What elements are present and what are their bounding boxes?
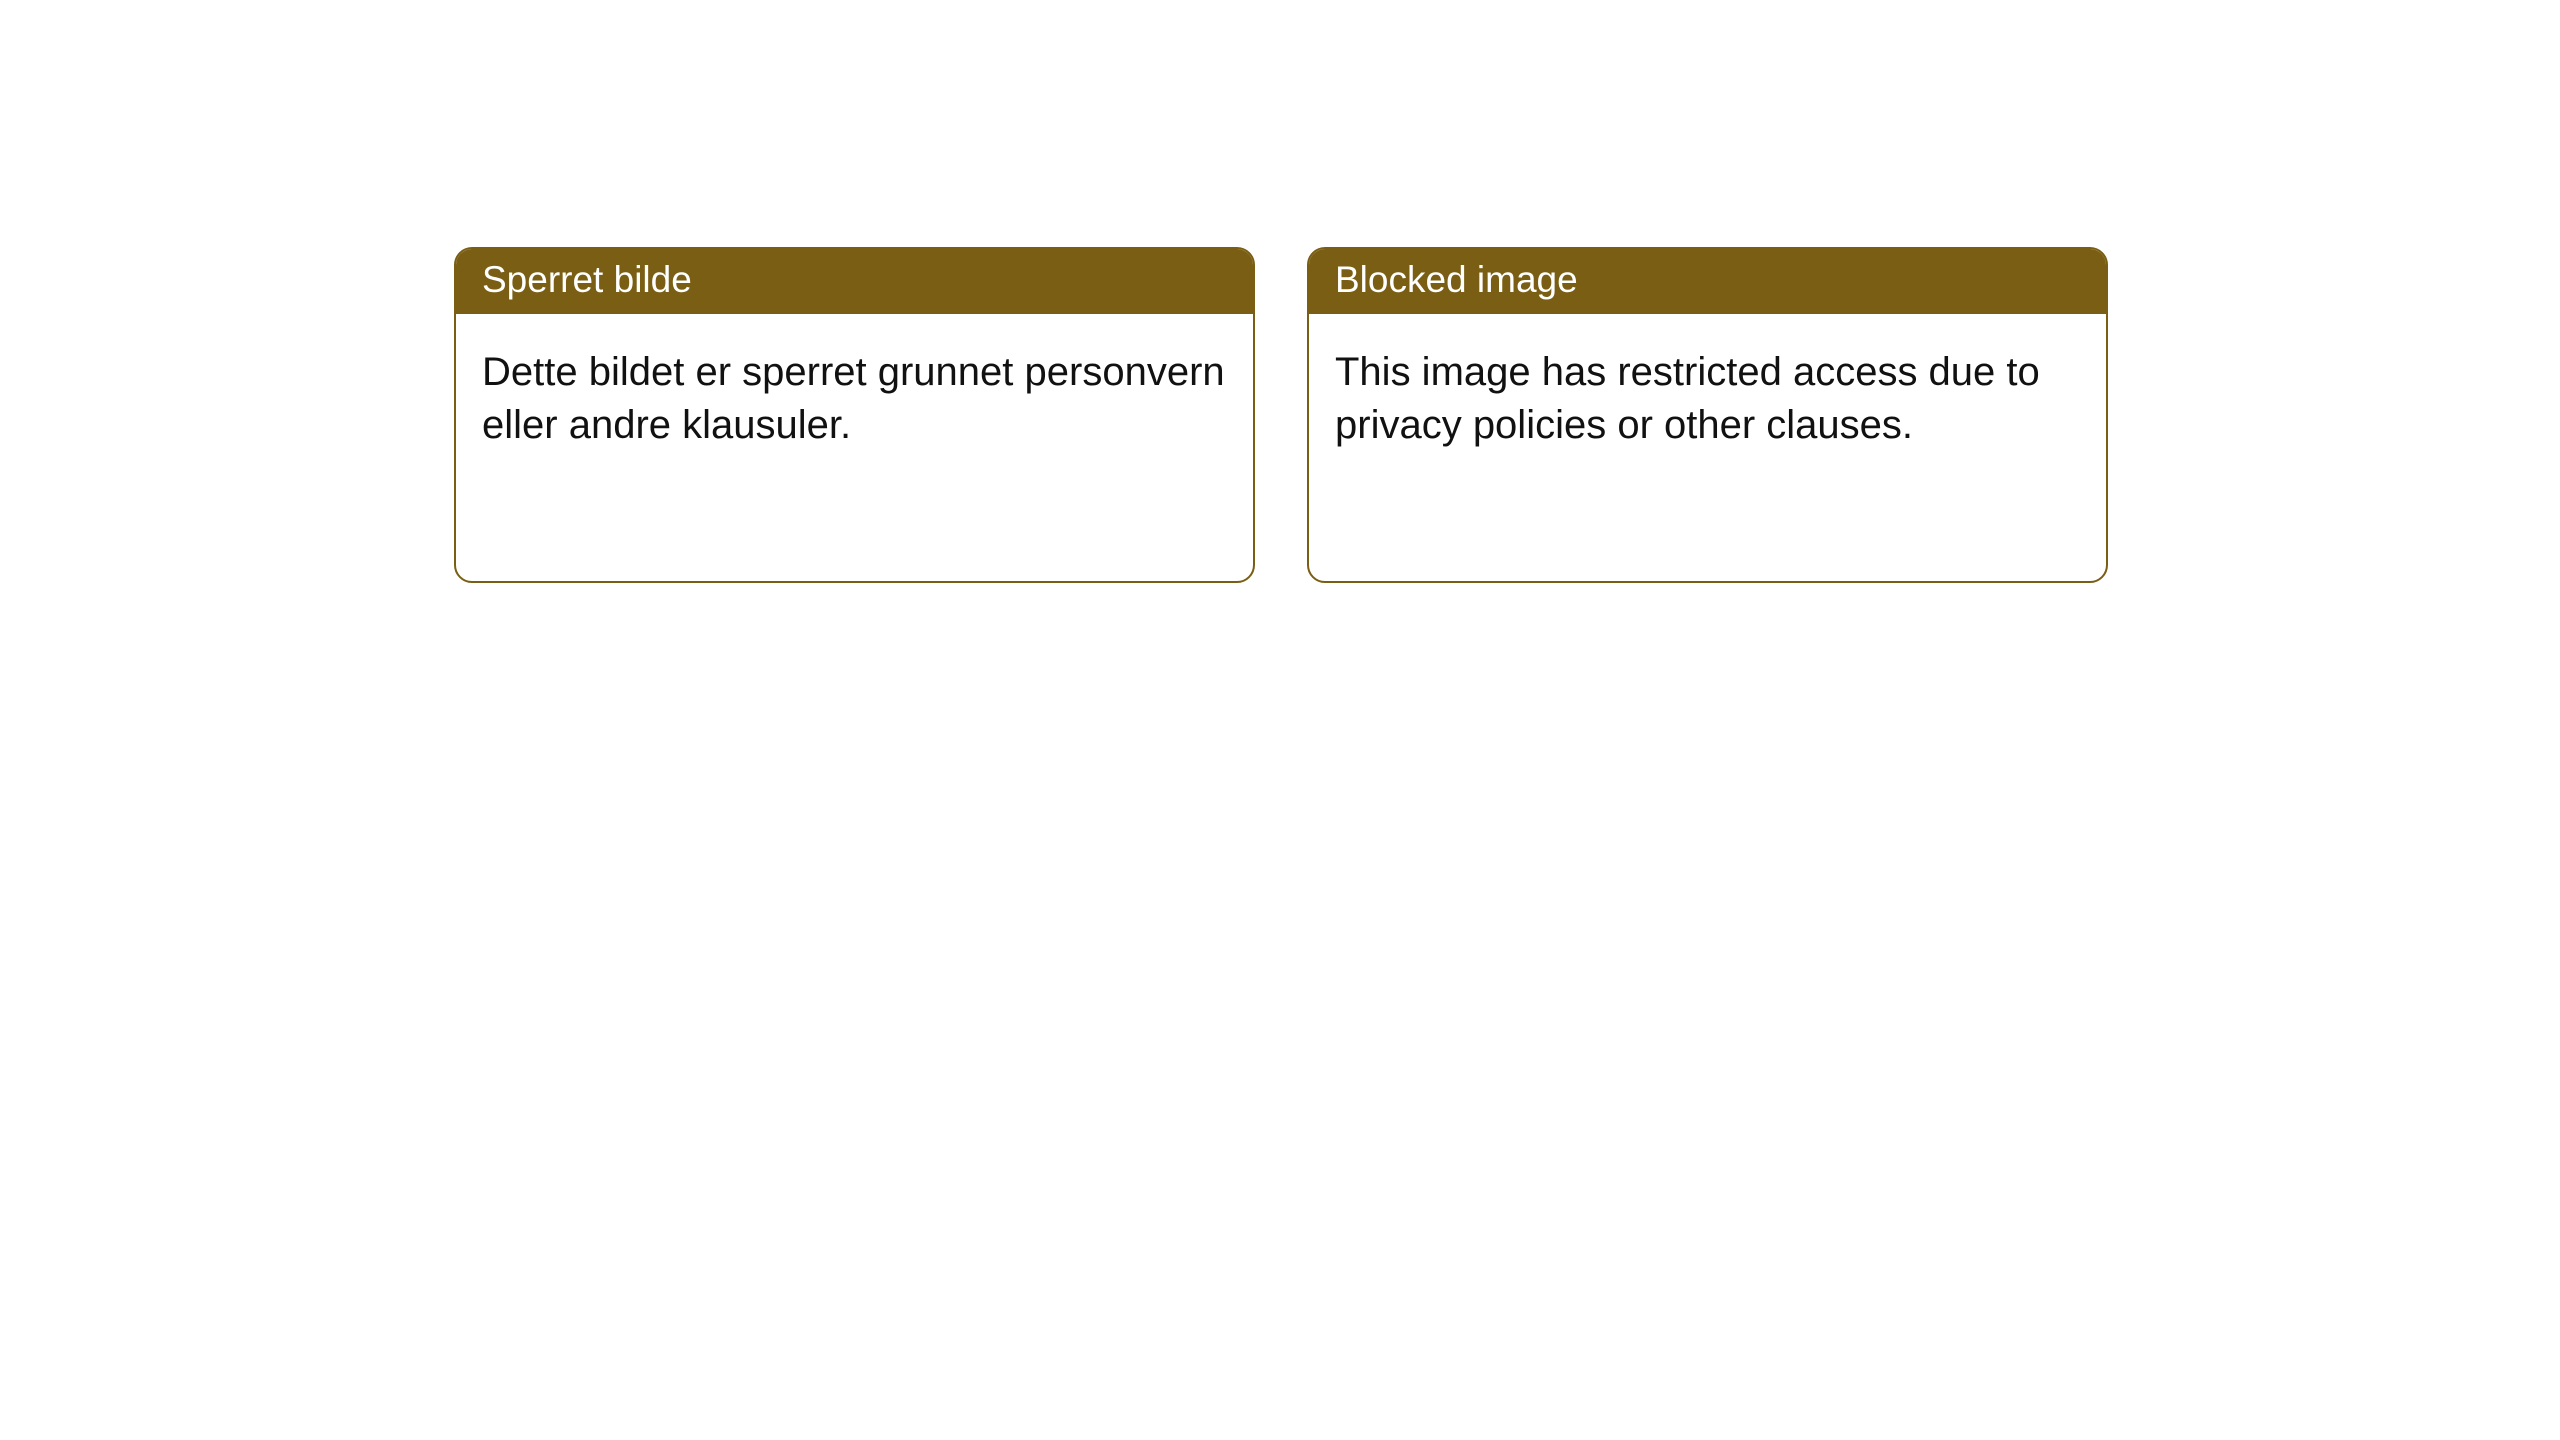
card-body: Dette bildet er sperret grunnet personve…	[456, 314, 1253, 484]
card-body: This image has restricted access due to …	[1309, 314, 2106, 484]
card-header: Blocked image	[1309, 249, 2106, 314]
notice-card-norwegian: Sperret bilde Dette bildet er sperret gr…	[454, 247, 1255, 583]
notice-card-english: Blocked image This image has restricted …	[1307, 247, 2108, 583]
card-header: Sperret bilde	[456, 249, 1253, 314]
notice-cards-container: Sperret bilde Dette bildet er sperret gr…	[454, 247, 2108, 583]
